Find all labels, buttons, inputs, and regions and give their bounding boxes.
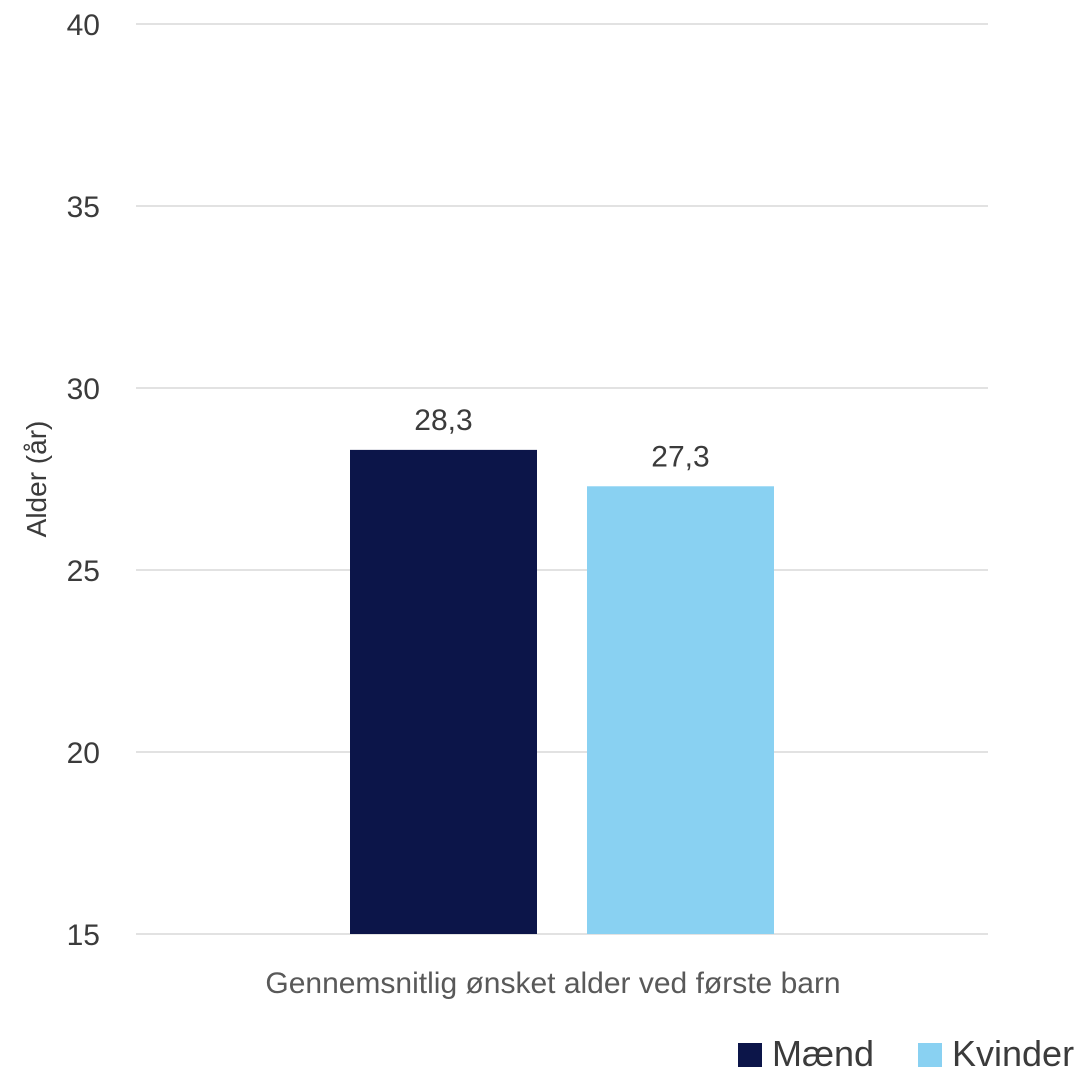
y-tick-label-40: 40 — [67, 9, 100, 42]
bars — [350, 449, 774, 934]
legend-label-m-nd: Mænd — [772, 1033, 874, 1071]
data-labels: 28,3 27,3 — [414, 404, 709, 473]
legend: Mænd Kvinder — [738, 1033, 1074, 1074]
category-label: Gennemsnitlig ønsket alder ved første ba… — [265, 967, 840, 1000]
legend-swatch-m-nd — [738, 1043, 762, 1067]
y-tick-label-35: 35 — [67, 191, 100, 224]
y-tick-label-30: 30 — [67, 373, 100, 406]
y-tick-label-15: 15 — [67, 919, 100, 952]
legend-label-kvinder: Kvinder — [952, 1033, 1074, 1071]
legend-swatch-kvinder — [918, 1043, 942, 1067]
y-axis-ticks: 15 20 25 30 35 40 — [67, 9, 100, 952]
y-tick-label-20: 20 — [67, 737, 100, 770]
gridlines — [136, 23, 988, 935]
data-label-m-nd: 28,3 — [414, 404, 472, 437]
y-axis-title: Alder (år) — [21, 421, 52, 538]
bar-kvinder — [587, 486, 774, 934]
bar-m-nd — [350, 449, 537, 934]
data-label-kvinder: 27,3 — [651, 440, 709, 473]
y-tick-label-25: 25 — [67, 555, 100, 588]
